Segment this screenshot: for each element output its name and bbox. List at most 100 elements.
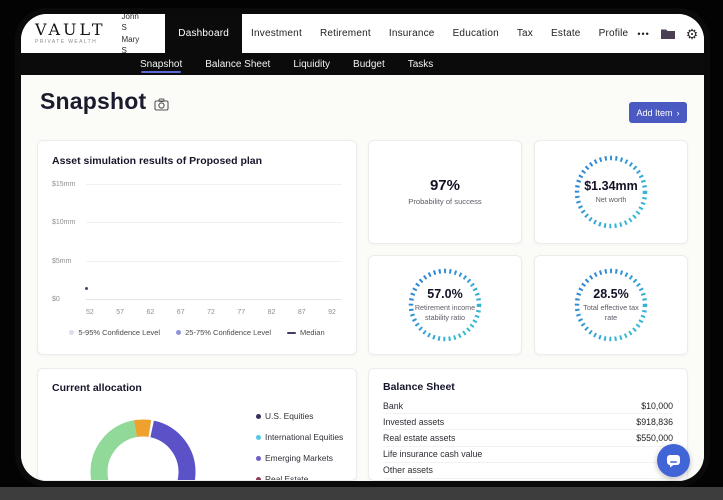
x-tick-label: 67: [176, 309, 185, 316]
x-tick-label: 82: [267, 309, 276, 316]
app-window: VAULT PRIVATE WEALTH John S Mary S Dashb…: [21, 14, 704, 481]
balance-row-other-assets: Other assets$0: [383, 463, 673, 479]
add-item-label: Add Item: [636, 107, 673, 118]
x-tick-label: 87: [297, 309, 306, 316]
balance-row-label: Invested assets: [383, 416, 445, 427]
subnav-item-budget[interactable]: Budget: [353, 58, 385, 70]
simulation-chart: $15mm $10mm $5mm $0: [52, 181, 342, 303]
balance-row-value: $550,000: [636, 432, 673, 443]
allocation-legend-u-s-equities: U.S. Equities: [256, 411, 343, 421]
chat-bubble-icon: [667, 454, 680, 467]
nav-item-investment[interactable]: Investment: [251, 28, 302, 39]
stat-ring: $1.34mm Net worth: [571, 152, 651, 232]
folder-icon[interactable]: [660, 28, 675, 39]
snapshot-camera-icon[interactable]: [154, 98, 169, 111]
nav-item-profile[interactable]: Profile: [598, 28, 629, 39]
legend-marker: [256, 455, 261, 461]
median-start-point: [85, 287, 88, 290]
subnav-item-snapshot[interactable]: Snapshot: [140, 53, 182, 75]
legend-item-median: Median: [287, 328, 325, 337]
logo-subtitle: PRIVATE WEALTH: [35, 39, 98, 45]
topbar-icons: ••• ⚙: [637, 27, 704, 41]
y-tick-label: $0: [52, 295, 60, 303]
balance-row-life-insurance-cash-value: Life insurance cash value$0: [383, 447, 673, 463]
nav-item-education[interactable]: Education: [452, 28, 499, 39]
allocation-donut-chart: [90, 419, 196, 480]
allocation-legend-real-estate: Real Estate: [256, 474, 343, 481]
balance-row-label: Bank: [383, 400, 404, 411]
x-tick-label: 52: [86, 309, 94, 316]
stat-label: Probability of success: [408, 196, 482, 206]
nav-item-retirement[interactable]: Retirement: [319, 28, 371, 39]
y-tick-label: $15mm: [52, 181, 76, 188]
nav-item-insurance[interactable]: Insurance: [388, 28, 435, 39]
stat-label: Retirement income stability ratio: [414, 303, 476, 322]
gridline: [86, 298, 342, 300]
balance-sheet-title: Balance Sheet: [383, 381, 455, 393]
chat-launcher-button[interactable]: [657, 444, 690, 477]
page-title-row: Snapshot: [40, 88, 169, 115]
stat-value: 28.5%: [593, 287, 629, 302]
legend-label: U.S. Equities: [265, 411, 314, 421]
stat-ring: 28.5% Total effective tax rate: [571, 265, 651, 345]
balance-row-value: $918,836: [636, 416, 673, 427]
balance-row-bank: Bank $10,000: [383, 398, 673, 415]
legend-label: Real Estate: [265, 474, 309, 481]
secondary-nav: Snapshot Balance Sheet Liquidity Budget Task…: [21, 53, 704, 75]
subnav-item-liquidity[interactable]: Liquidity: [293, 58, 331, 70]
legend-marker: [256, 476, 261, 480]
balance-row-value: $10,000: [641, 400, 673, 411]
stat-card-probability-of-success: 97% Probability of success: [368, 140, 522, 244]
add-item-button[interactable]: Add Item ›: [629, 102, 687, 123]
simulation-card-title: Asset simulation results of Proposed pla…: [52, 155, 263, 167]
stat-label: Net worth: [595, 195, 627, 205]
more-menu-icon[interactable]: •••: [637, 28, 650, 39]
grid-row-10mm: $10mm: [52, 219, 342, 226]
nav-item-tax[interactable]: Tax: [516, 28, 534, 39]
grid-row-5mm: $5mm: [52, 258, 342, 265]
subnav-item-balance-sheet[interactable]: Balance Sheet: [205, 58, 271, 70]
logo-title: VAULT: [35, 20, 106, 39]
balance-row-invested-assets: Invested assets $918,836: [383, 414, 673, 431]
balance-sheet-card: Balance Sheet Bank $10,000 Invested assets…: [368, 368, 688, 481]
balance-row-label: Real estate assets: [383, 432, 456, 443]
allocation-legend: U.S. Equities International Equities Emerg…: [256, 411, 343, 481]
stat-value: $1.34mm: [584, 179, 638, 194]
x-tick-label: 77: [237, 309, 246, 316]
balance-row-label: Life insurance cash value: [383, 449, 483, 460]
nav-item-estate[interactable]: Estate: [551, 28, 581, 39]
simulation-legend: 5-95% Confidence Level 25-75% Confidence …: [52, 328, 342, 337]
snapshot-page: Snapshot Add Item › Asset simulation res…: [21, 75, 704, 481]
legend-label: Median: [300, 328, 325, 337]
legend-item-25-75-confidence-level: 25-75% Confidence Level: [176, 328, 271, 337]
balance-sheet-rows: Bank $10,000 Invested assets $918,836 Real e…: [383, 398, 673, 479]
legend-item-5-95-confidence-level: 5-95% Confidence Level: [69, 328, 160, 337]
stat-card-retirement-income-stability-ratio: 57.0% Retirement income stability ratio: [368, 255, 522, 355]
settings-gear-icon[interactable]: ⚙: [685, 25, 699, 42]
x-tick-label: 92: [328, 309, 336, 316]
stat-card-net-worth: $1.34mm Net worth: [534, 140, 688, 244]
legend-label: 25-75% Confidence Level: [185, 328, 272, 337]
x-tick-label: 57: [116, 309, 125, 316]
stat-ring: 57.0% Retirement income stability ratio: [405, 265, 485, 345]
legend-marker: [287, 331, 297, 334]
chevron-right-icon: ›: [676, 107, 680, 118]
account-holder-1: John S: [121, 14, 139, 33]
asset-simulation-card: Asset simulation results of Proposed pla…: [37, 140, 357, 355]
grid-row-15mm: $15mm: [52, 181, 342, 188]
allocation-legend-international-equities: International Equities: [256, 432, 343, 442]
legend-label: 5-95% Confidence Level: [78, 328, 161, 337]
legend-marker: [256, 413, 261, 419]
stat-label: Total effective tax rate: [583, 303, 639, 322]
x-tick-label: 72: [207, 309, 215, 316]
primary-nav: Dashboard Investment Retirement Insurance Ed…: [165, 14, 637, 53]
page-title: Snapshot: [40, 88, 147, 114]
gridline: [86, 184, 342, 185]
account-holders: John S Mary S: [122, 14, 140, 56]
subnav-item-tasks[interactable]: Tasks: [407, 58, 434, 70]
legend-marker: [176, 330, 182, 335]
balance-row-label: Other assets: [383, 465, 433, 476]
legend-marker: [69, 330, 75, 335]
simulation-x-axis: 52 57 62 67 72 77 82 87 92: [86, 309, 336, 316]
nav-item-dashboard[interactable]: Dashboard: [165, 14, 243, 53]
